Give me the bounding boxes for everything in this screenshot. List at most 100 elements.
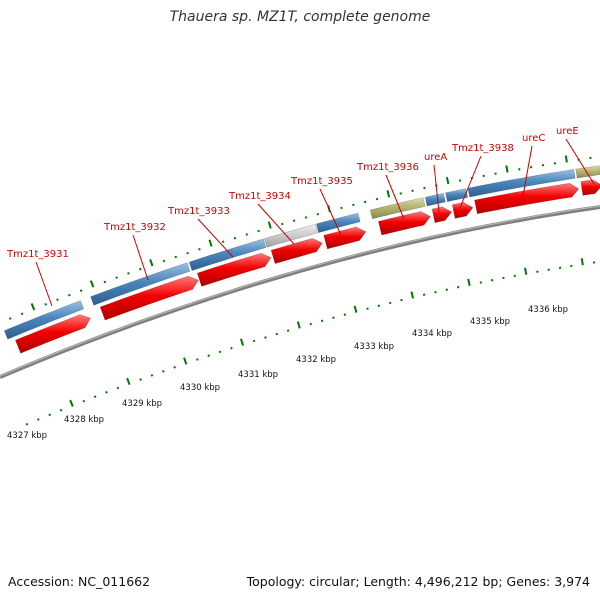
scale-tick [309, 322, 313, 326]
accession-text: Accession: NC_011662 [8, 574, 151, 589]
label-leader-line [459, 155, 482, 209]
gene-block [3, 300, 85, 340]
outer-tick [68, 293, 71, 297]
gene-label: ureC [522, 133, 545, 144]
cds-arrow [196, 252, 272, 287]
scale-tick [126, 377, 131, 386]
outer-tick [281, 222, 284, 226]
outer-tick [304, 216, 308, 219]
scale-tick [218, 350, 222, 354]
scale-tick [82, 399, 86, 403]
scale-tick [230, 346, 233, 350]
cds-arrow [270, 238, 323, 264]
gene-block [575, 165, 600, 179]
gene-label: ureA [424, 152, 447, 163]
map-title: Thauera sp. MZ1T, complete genome [169, 9, 431, 25]
scale-label: 4327 kbp [7, 431, 47, 441]
outer-tick [386, 190, 391, 198]
genome-backbone-highlight [0, 205, 600, 377]
scale-label: 4332 kbp [296, 355, 336, 365]
outer-tick [103, 280, 107, 284]
outer-tick [186, 251, 189, 255]
scale-label: 4331 kbp [238, 370, 278, 380]
scale-tick [116, 386, 120, 390]
outer-tick [221, 240, 225, 243]
scale-tick [105, 391, 108, 394]
gene-block [315, 212, 361, 233]
scale-tick [173, 366, 176, 369]
cds-arrow [580, 179, 600, 196]
label-leader-line [522, 145, 533, 197]
gene-block [369, 197, 426, 220]
outer-tick [56, 298, 59, 302]
scale-tick [410, 291, 415, 299]
outer-tick [445, 176, 450, 185]
outer-tick [149, 259, 154, 267]
gene-block [424, 192, 446, 207]
gene-block [90, 262, 191, 306]
scale-tick [343, 313, 347, 316]
scale-tick [48, 413, 51, 417]
scale-tick [264, 336, 267, 339]
outer-tick [267, 221, 272, 229]
label-leader-line [257, 203, 295, 245]
scale-label: 4336 kbp [528, 305, 568, 315]
outer-tick [208, 239, 213, 247]
scale-label: 4328 kbp [64, 415, 104, 425]
scale-tick [207, 354, 210, 357]
scale-tick [580, 258, 584, 266]
outer-tick [139, 267, 142, 271]
scale-layer: 4327 kbp 4328 kbp 4329 kbp 4330 kbp 4331 kbp… [7, 305, 568, 441]
outer-tick [564, 155, 568, 163]
label-leader-line [319, 188, 342, 236]
label-leader-line [565, 138, 595, 185]
genome-stats-text: Topology: circular; Length: 4,496,212 bp… [246, 574, 590, 589]
scale-label: 4335 kbp [470, 317, 510, 327]
scale-tick [353, 305, 358, 313]
cds-arrow [15, 314, 92, 354]
gene-label: Tmz1t_3932 [103, 222, 166, 233]
outer-tick [8, 317, 12, 320]
label-leader-line [35, 261, 53, 307]
outer-tick [505, 165, 509, 173]
scale-tick [286, 329, 290, 332]
gene-label: Tmz1t_3934 [228, 191, 291, 202]
gene-block [264, 223, 318, 248]
scale-tick [93, 395, 97, 398]
outer-tick [257, 229, 260, 233]
scale-tick [183, 357, 188, 365]
scale-label: 4334 kbp [412, 329, 452, 339]
label-leader-line [385, 174, 405, 220]
outer-tick [127, 272, 130, 275]
scale-tick [467, 278, 471, 287]
scale-tick [524, 267, 528, 275]
scale-tick [239, 338, 245, 346]
scale-tick [162, 370, 165, 373]
feature-layer [3, 165, 600, 354]
gene-block [467, 169, 576, 198]
cds-arrow [99, 275, 199, 321]
tick-marks [8, 155, 596, 426]
cds-arrow [378, 211, 431, 236]
cds-arrow [451, 201, 474, 219]
outer-tick [233, 236, 237, 240]
scale-tick [332, 316, 335, 319]
scale-tick [69, 399, 74, 407]
label-leader-line [197, 218, 234, 258]
scale-tick [36, 418, 40, 421]
outer-tick [174, 255, 178, 259]
label-leader-line [433, 164, 440, 213]
scale-label: 4333 kbp [354, 342, 394, 352]
gene-label: Tmz1t_3933 [167, 206, 230, 217]
outer-tick [316, 212, 320, 216]
gene-block [188, 238, 267, 271]
scale-label: 4329 kbp [122, 399, 162, 409]
scale-tick [59, 408, 63, 412]
scale-tick [25, 422, 29, 426]
outer-tick [79, 289, 83, 292]
outer-tick [115, 276, 118, 279]
cds-arrow [474, 182, 580, 215]
